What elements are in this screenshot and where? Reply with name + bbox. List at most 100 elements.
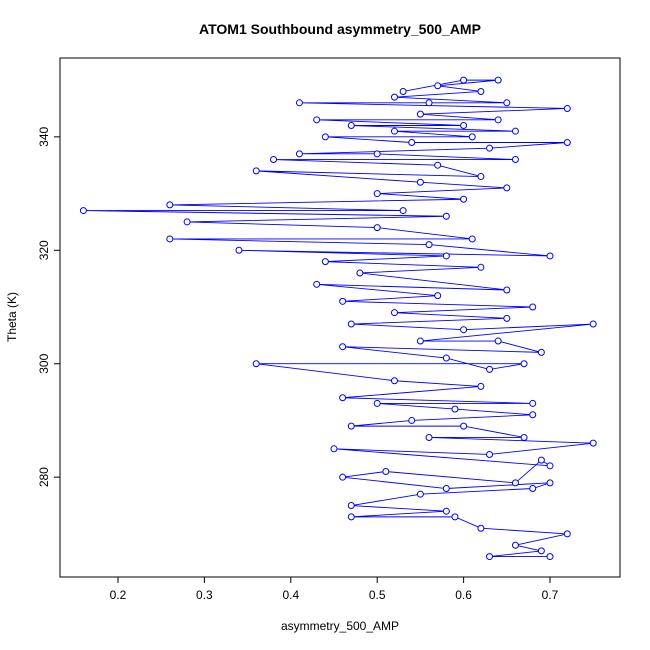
x-axis-label: asymmetry_500_AMP [281, 619, 399, 633]
plot-frame [59, 57, 621, 578]
data-point [520, 433, 528, 441]
data-point [408, 416, 416, 424]
data-point [503, 314, 511, 322]
data-point [589, 439, 597, 447]
data-line [83, 79, 594, 558]
data-point [373, 224, 381, 232]
data-point [390, 377, 398, 385]
data-point [339, 473, 347, 481]
data-point [468, 133, 476, 141]
data-point [166, 235, 174, 243]
data-point [390, 127, 398, 135]
data-point [529, 399, 537, 407]
data-point [520, 360, 528, 368]
data-point [425, 433, 433, 441]
data-point [563, 104, 571, 112]
data-point [313, 280, 321, 288]
data-point [166, 201, 174, 209]
data-point [399, 207, 407, 215]
x-tick-label: 0.5 [369, 588, 386, 602]
data-point [330, 445, 338, 453]
data-point [183, 218, 191, 226]
y-tick-label: 320 [37, 240, 51, 260]
data-point [468, 235, 476, 243]
data-point [442, 507, 450, 515]
data-point [477, 382, 485, 390]
x-tick-label: 0.2 [110, 588, 127, 602]
data-point [511, 127, 519, 135]
data-point [546, 479, 554, 487]
data-point [416, 110, 424, 118]
data-point [563, 530, 571, 538]
data-point [460, 76, 468, 84]
data-point [477, 524, 485, 532]
data-point [408, 139, 416, 147]
data-point [460, 326, 468, 334]
data-point [390, 309, 398, 317]
data-point [460, 121, 468, 129]
x-tick-label: 0.7 [542, 588, 559, 602]
data-point [537, 348, 545, 356]
data-point [313, 116, 321, 124]
data-point [486, 144, 494, 152]
data-point [442, 212, 450, 220]
data-point [321, 133, 329, 141]
data-point [477, 87, 485, 95]
data-point [339, 297, 347, 305]
data-point [529, 411, 537, 419]
data-point [339, 343, 347, 351]
data-point [390, 93, 398, 101]
data-point [529, 485, 537, 493]
data-point [511, 541, 519, 549]
data-point [511, 479, 519, 487]
data-point [347, 422, 355, 430]
data-point [416, 178, 424, 186]
data-point [503, 99, 511, 107]
y-tick-label: 300 [37, 353, 51, 373]
data-point [425, 99, 433, 107]
data-point [347, 320, 355, 328]
data-point [356, 269, 364, 277]
data-point [503, 184, 511, 192]
data-point [503, 286, 511, 294]
data-point [546, 462, 554, 470]
data-point [79, 207, 87, 215]
data-point [425, 241, 433, 249]
data-point [546, 553, 554, 561]
data-point [252, 360, 260, 368]
data-point [373, 399, 381, 407]
y-tick-label: 280 [37, 467, 51, 487]
data-point [511, 156, 519, 164]
data-point [382, 467, 390, 475]
data-point [434, 161, 442, 169]
y-axis-label: Theta (K) [5, 292, 19, 342]
data-point [442, 485, 450, 493]
data-point [494, 116, 502, 124]
data-point [589, 320, 597, 328]
data-point [529, 303, 537, 311]
data-point [442, 354, 450, 362]
data-point [416, 490, 424, 498]
data-point [494, 76, 502, 84]
data-point [399, 87, 407, 95]
data-point [252, 167, 260, 175]
data-point [347, 502, 355, 510]
data-point [434, 82, 442, 90]
data-point [563, 139, 571, 147]
data-point [347, 513, 355, 521]
data-point [373, 190, 381, 198]
data-point [434, 292, 442, 300]
data-point [442, 252, 450, 260]
data-point [235, 246, 243, 254]
data-point [321, 258, 329, 266]
data-point [460, 195, 468, 203]
x-tick-label: 0.6 [455, 588, 472, 602]
data-point [486, 553, 494, 561]
data-point [537, 456, 545, 464]
data-point [477, 173, 485, 181]
x-tick-label: 0.3 [196, 588, 213, 602]
data-point [339, 394, 347, 402]
data-point [270, 156, 278, 164]
data-point [494, 337, 502, 345]
